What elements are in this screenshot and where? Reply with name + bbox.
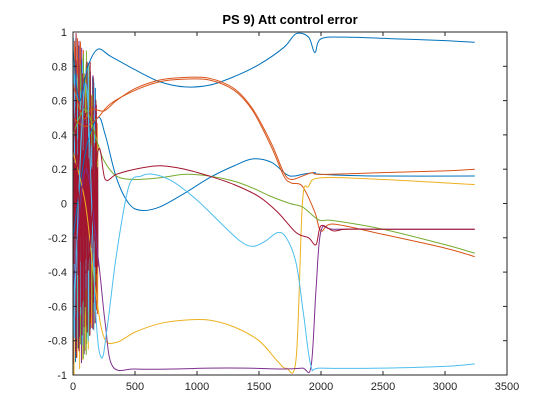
series-line	[73, 82, 475, 372]
y-tick-label: -1	[57, 370, 67, 382]
series-line	[73, 151, 475, 374]
series-line	[73, 168, 475, 374]
x-tick-label: 3000	[433, 381, 457, 393]
series-layer	[73, 32, 475, 374]
y-axis-ticks: -1 -0.8 -0.6 -0.4 -0.2 0 0.2 0.4 0.6 0.8 1	[48, 27, 507, 382]
x-tick-label: 1000	[185, 381, 209, 393]
series-line	[73, 78, 475, 258]
y-tick-label: 0.4	[52, 130, 67, 142]
y-tick-label: 1	[61, 27, 67, 39]
y-tick-label: -0.6	[48, 301, 67, 313]
y-tick-label: 0.6	[52, 96, 67, 108]
plot-area: 0 500 1000 1500 2000 2500 3000 3500 -1-0.8-0.6-…	[48, 27, 519, 393]
x-tick-label: 3500	[495, 381, 519, 393]
x-tick-label: 1500	[247, 381, 271, 393]
series-line	[73, 76, 475, 181]
y-tick-label: 0	[61, 199, 67, 211]
x-tick-label: 500	[126, 381, 144, 393]
y-tick-label: 0.2	[52, 164, 67, 176]
y-tick-label: -0.8	[48, 336, 67, 348]
x-tick-label: 2000	[309, 381, 333, 393]
series-line	[73, 32, 475, 102]
y-tick-label: -0.4	[48, 267, 67, 279]
chart-title: PS 9) Att control error	[222, 12, 357, 27]
x-tick-label: 0	[70, 381, 76, 393]
series-line	[73, 108, 475, 254]
x-tick-label: 2500	[371, 381, 395, 393]
y-tick-label: -0.2	[48, 233, 67, 245]
y-tick-label: 0.8	[52, 61, 67, 73]
x-axis-ticks: 0 500 1000 1500 2000 2500 3000 3500	[70, 32, 519, 393]
series-line	[73, 100, 475, 273]
series-line	[73, 116, 475, 238]
